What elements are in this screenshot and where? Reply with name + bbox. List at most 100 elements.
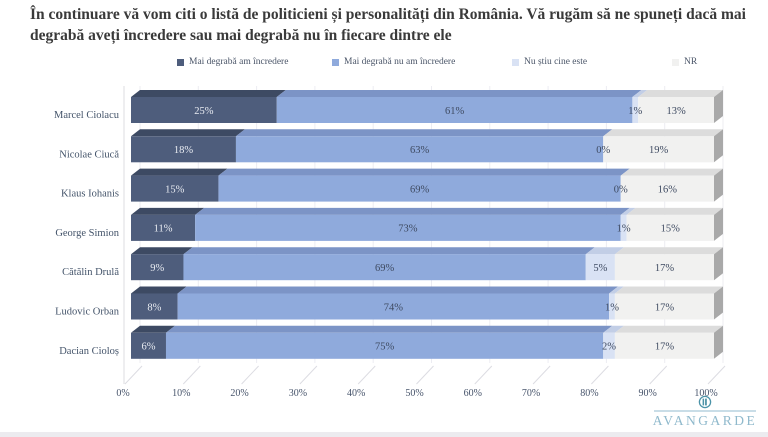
bar-segment bbox=[585, 254, 615, 281]
legend-swatch bbox=[672, 58, 679, 66]
bar-segment-top bbox=[131, 207, 205, 215]
bar-segment bbox=[276, 97, 633, 123]
bar-value-label: 17% bbox=[655, 342, 675, 353]
bar-segment bbox=[131, 214, 196, 241]
bar-segment bbox=[218, 175, 621, 202]
x-tick-label: 50% bbox=[405, 388, 423, 399]
floor-line bbox=[299, 365, 318, 385]
bar-end-face bbox=[714, 168, 723, 202]
bar-segment-top bbox=[614, 325, 723, 333]
bar-segment bbox=[638, 97, 714, 123]
bar-value-label: 61% bbox=[445, 106, 465, 117]
bar-end-face bbox=[714, 129, 723, 163]
bar-segment bbox=[603, 332, 615, 359]
x-tick-label: 70% bbox=[522, 388, 540, 399]
bar-segment-top bbox=[603, 325, 624, 333]
bar-segment bbox=[620, 175, 714, 202]
bar-segment-top bbox=[195, 207, 630, 215]
bar-segment bbox=[131, 97, 277, 123]
bar-segment-top bbox=[177, 286, 619, 294]
bar-segment bbox=[626, 214, 714, 241]
bar-segment-top bbox=[235, 129, 613, 137]
legend-swatch bbox=[512, 58, 519, 66]
bar-value-label: 15% bbox=[165, 184, 185, 195]
bar-value-label: 25% bbox=[194, 106, 214, 117]
bar-segment bbox=[603, 136, 714, 163]
floor-line bbox=[241, 365, 259, 385]
legend-item: NR bbox=[672, 57, 697, 67]
bar-segment-top bbox=[183, 247, 595, 255]
legend-item: Nu știu cine este bbox=[512, 57, 587, 67]
bar-segment bbox=[183, 254, 586, 281]
floor-line bbox=[649, 365, 668, 385]
chart-title: În continuare vă vom citi o listă de pol… bbox=[30, 6, 746, 44]
bar-segment bbox=[195, 214, 621, 241]
legend-label: Mai degrabă am încredere bbox=[189, 57, 289, 67]
category-label: Klaus Iohanis bbox=[61, 189, 119, 200]
bar-segment-top bbox=[131, 168, 228, 176]
bar-segment bbox=[614, 293, 714, 320]
bar-segment-top bbox=[638, 90, 723, 97]
bar-value-label: 69% bbox=[375, 263, 395, 274]
bar-segment-top bbox=[632, 90, 648, 97]
bar-segment-top bbox=[131, 325, 175, 333]
bar-segment-top bbox=[131, 286, 187, 294]
legend-item: Mai degrabă am încredere bbox=[177, 57, 288, 67]
bar-value-label: 13% bbox=[666, 106, 686, 117]
bar-segment-top bbox=[165, 325, 613, 333]
bar-segment bbox=[614, 332, 714, 359]
logo-tagline bbox=[654, 410, 756, 412]
x-tick-label: 80% bbox=[580, 388, 598, 399]
x-tick-label: 90% bbox=[639, 388, 657, 399]
bar-value-label: 74% bbox=[384, 302, 404, 313]
bar-segment-top bbox=[131, 90, 286, 97]
bar-segment-top bbox=[614, 286, 723, 294]
category-label: Cătălin Drulă bbox=[62, 267, 119, 278]
bar-value-label: 17% bbox=[655, 263, 675, 274]
bar-value-label: 1% bbox=[617, 224, 631, 235]
x-tick-label: 40% bbox=[347, 388, 365, 399]
bar-value-label: 17% bbox=[655, 302, 675, 313]
bar-segment bbox=[235, 136, 604, 163]
bar-value-label: 5% bbox=[593, 263, 607, 274]
bar-value-label: 0% bbox=[596, 145, 610, 156]
bar-value-label: 1% bbox=[605, 302, 619, 313]
category-label: Dacian Cioloș bbox=[59, 346, 119, 357]
bar-segment bbox=[177, 293, 610, 320]
bar-value-label: 9% bbox=[150, 263, 164, 274]
bar-value-label: 75% bbox=[375, 342, 395, 353]
bar-segment-top bbox=[131, 247, 193, 255]
x-tick-label: 60% bbox=[464, 388, 482, 399]
bar-segment-top bbox=[131, 129, 245, 137]
legend-label: NR bbox=[684, 57, 698, 67]
bar-segment bbox=[620, 214, 627, 241]
bar-segment bbox=[131, 175, 219, 202]
logo-wordmark: AVANGARDE bbox=[652, 413, 758, 428]
x-tick-label: 100% bbox=[694, 388, 717, 399]
category-label: Ludovic Orban bbox=[55, 307, 120, 318]
legend-label: Mai degrabă nu am încredere bbox=[344, 57, 456, 67]
bar-value-label: 6% bbox=[141, 342, 155, 353]
x-tick-label: 0% bbox=[116, 388, 129, 399]
bar-segment bbox=[632, 97, 639, 123]
floor-line bbox=[357, 365, 376, 385]
bar-end-face bbox=[714, 207, 723, 241]
bar-segment bbox=[131, 332, 166, 359]
bar-value-label: 2% bbox=[602, 342, 616, 353]
bar-segment-top bbox=[218, 168, 630, 176]
legend-swatch bbox=[177, 58, 184, 66]
bar-segment-top bbox=[614, 247, 723, 255]
floor-line bbox=[416, 365, 434, 385]
bar-segment bbox=[131, 136, 236, 163]
bar-segment-top bbox=[609, 286, 624, 294]
bar-segment-top bbox=[585, 247, 624, 255]
bar-segment bbox=[131, 293, 178, 320]
bar-value-label: 18% bbox=[174, 145, 194, 156]
bar-segment-top bbox=[626, 207, 723, 215]
bar-end-face bbox=[714, 90, 723, 123]
bar-value-label: 11% bbox=[154, 224, 173, 235]
floor-line bbox=[182, 365, 201, 385]
bar-end-face bbox=[714, 325, 723, 359]
